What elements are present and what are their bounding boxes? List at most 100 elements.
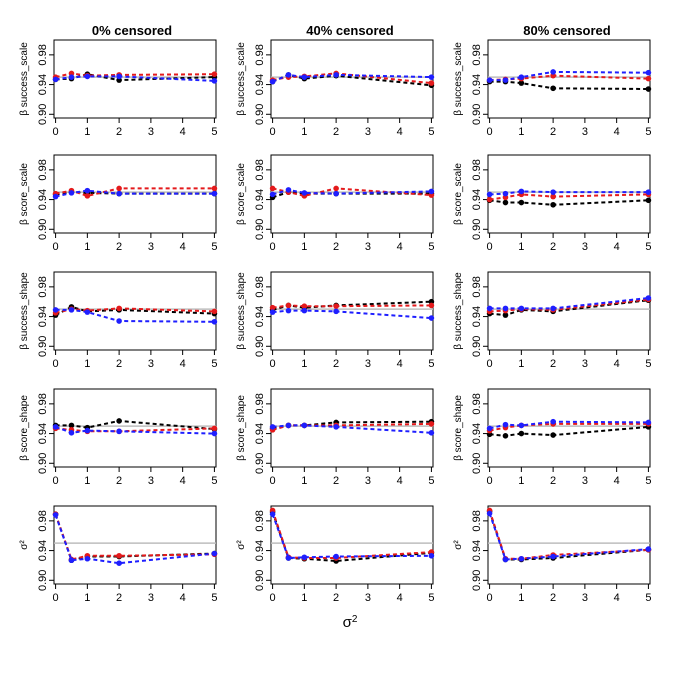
panel-2-0: 0.90 0.94 0.98 0 1 2 3 4 5 β success_shape: [19, 271, 218, 370]
row-label: β score_shape: [19, 395, 30, 461]
point-blue: [518, 188, 525, 195]
y-tick-label: 0.94: [254, 423, 266, 444]
x-tick-label: 0: [53, 592, 59, 604]
x-tick-label: 4: [614, 475, 620, 487]
point-red: [269, 304, 276, 311]
point-red: [211, 185, 218, 192]
y-tick-label: 0.98: [37, 393, 49, 414]
y-tick-label: 0.94: [471, 423, 483, 444]
row-label: σ²: [453, 540, 464, 550]
y-tick-label: 0.94: [471, 74, 483, 95]
x-tick-label: 5: [211, 475, 217, 487]
point-red: [333, 185, 339, 192]
series-line-black: [55, 419, 215, 431]
point-blue: [52, 512, 59, 518]
point-blue: [550, 418, 556, 425]
series-line-black: [489, 199, 649, 206]
series-line-red: [54, 513, 215, 561]
x-tick-label: 2: [550, 241, 556, 253]
point-red: [116, 305, 122, 312]
series-line-black: [54, 513, 215, 562]
panel-0-1: 0.90 0.94 0.98 0 1 2 3 4 5 β success_scale: [236, 39, 435, 138]
point-blue: [502, 77, 509, 83]
y-tick-label: 0.94: [37, 189, 49, 210]
x-tick-label: 2: [333, 358, 339, 370]
series-line-blue: [271, 513, 432, 560]
point-blue: [84, 73, 91, 80]
panel-frame: [270, 505, 434, 585]
x-tick-label: 5: [428, 241, 434, 253]
point-black: [502, 199, 509, 206]
x-tick-label: 0: [270, 241, 276, 253]
point-blue: [645, 295, 652, 301]
row-label: β score_shape: [236, 395, 247, 461]
y-tick-label: 0.94: [471, 540, 483, 561]
point-red: [486, 196, 493, 203]
panel-frame: [53, 388, 217, 468]
point-red: [333, 303, 339, 309]
row-label: β success_shape: [19, 272, 30, 350]
point-blue: [269, 424, 276, 430]
column-title-1: 40% censored: [306, 23, 393, 38]
x-tick-label: 5: [645, 592, 651, 604]
point-blue: [269, 78, 276, 85]
row-label: β success_scale: [236, 42, 247, 116]
x-tick-label: 3: [148, 475, 154, 487]
point-blue: [301, 307, 308, 314]
point-blue: [502, 421, 509, 428]
point-black: [645, 86, 652, 92]
point-blue: [68, 74, 75, 80]
point-blue: [333, 72, 339, 78]
point-blue: [502, 305, 509, 312]
point-blue: [486, 77, 493, 83]
row-label: σ²: [236, 540, 247, 550]
y-tick-label: 0.90: [37, 453, 49, 474]
point-blue: [211, 318, 218, 325]
x-tick-label: 4: [180, 358, 186, 370]
series-line-red: [489, 193, 649, 201]
point-blue: [84, 187, 91, 194]
point-blue: [52, 193, 59, 200]
point-blue: [116, 428, 122, 435]
point-black: [502, 312, 509, 318]
panel-2-1: 0.90 0.94 0.98 0 1 2 3 4 5 β success_shape: [236, 271, 435, 370]
row-label: β success_shape: [453, 272, 464, 350]
point-blue: [428, 315, 435, 321]
x-tick-label: 0: [487, 358, 493, 370]
x-tick-label: 1: [518, 241, 524, 253]
x-tick-label: 4: [180, 126, 186, 138]
y-tick-label: 0.90: [471, 336, 483, 357]
point-blue: [486, 191, 493, 198]
y-tick-label: 0.90: [37, 570, 49, 591]
x-tick-label: 3: [148, 592, 154, 604]
series-line-red: [272, 72, 432, 85]
point-blue: [550, 189, 556, 195]
y-tick-label: 0.94: [37, 306, 49, 327]
y-tick-label: 0.90: [37, 104, 49, 125]
point-red: [211, 425, 218, 432]
y-tick-label: 0.94: [471, 189, 483, 210]
x-tick-label: 5: [211, 592, 217, 604]
point-black: [68, 422, 75, 429]
x-tick-label: 2: [550, 475, 556, 487]
x-tick-label: 2: [116, 241, 122, 253]
point-blue: [211, 550, 218, 557]
point-red: [428, 421, 435, 427]
x-tick-label: 2: [116, 592, 122, 604]
point-blue: [269, 191, 276, 198]
point-blue: [269, 511, 276, 517]
point-red: [428, 80, 435, 86]
point-blue: [301, 74, 308, 80]
y-tick-label: 0.90: [254, 336, 266, 357]
x-tick-label: 0: [487, 241, 493, 253]
series-line-red: [489, 422, 649, 432]
x-tick-label: 2: [333, 475, 339, 487]
point-blue: [116, 318, 122, 324]
x-tick-label: 0: [53, 475, 59, 487]
point-blue: [116, 560, 122, 566]
x-tick-label: 5: [645, 475, 651, 487]
point-black: [550, 85, 556, 92]
series-line-red: [55, 187, 215, 197]
x-tick-label: 1: [84, 475, 90, 487]
series-line-black: [488, 510, 649, 561]
